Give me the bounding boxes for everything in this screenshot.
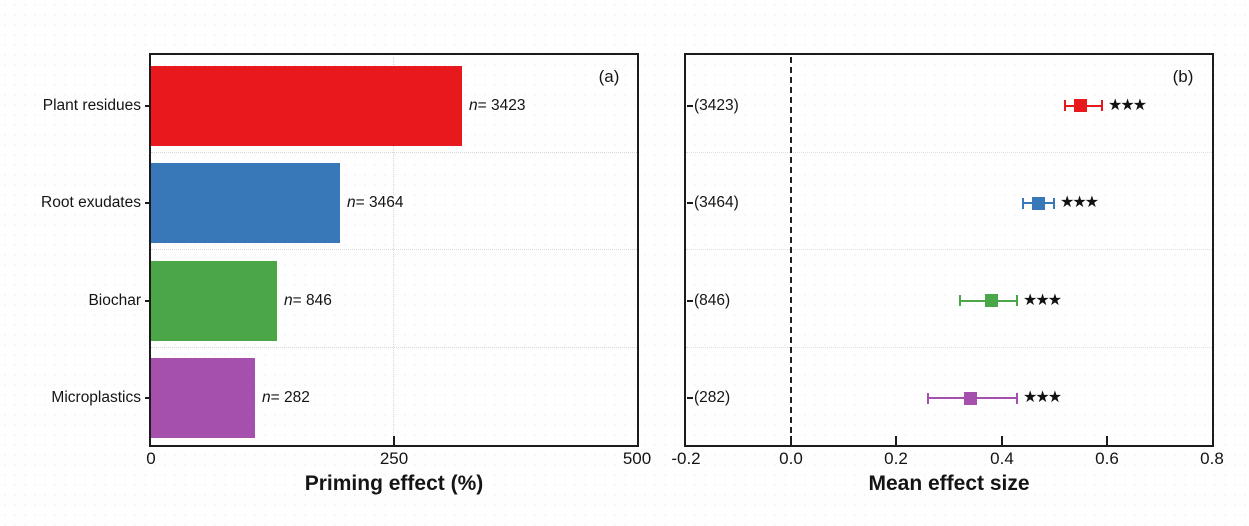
y-tick-mark bbox=[145, 105, 151, 107]
error-bar-cap-right bbox=[1053, 198, 1055, 209]
x-tick-mark bbox=[790, 436, 792, 445]
panel-a-frame bbox=[149, 53, 639, 447]
error-bar-cap-right bbox=[1016, 295, 1018, 306]
error-bar-cap-left bbox=[959, 295, 961, 306]
n-symbol: n bbox=[347, 194, 356, 211]
significance-stars: ★★★ bbox=[1108, 97, 1147, 114]
n-value: = 846 bbox=[292, 292, 332, 309]
x-tick-label: 0.0 bbox=[779, 449, 803, 468]
mean-marker bbox=[1074, 99, 1087, 112]
gridline-250 bbox=[393, 57, 394, 443]
panel-a-letter: (a) bbox=[598, 67, 620, 86]
bar-microplastics bbox=[151, 358, 255, 438]
n-count-label: n= 3423 bbox=[469, 95, 525, 117]
error-bar-cap-right bbox=[1016, 393, 1018, 404]
row-separator-line bbox=[686, 249, 1212, 250]
x-tick-mark bbox=[1106, 436, 1108, 445]
category-label: Biochar bbox=[88, 292, 141, 309]
x-tick-label: 0.6 bbox=[1095, 449, 1119, 468]
bar-root-exudates bbox=[151, 163, 340, 243]
category-label: Microplastics bbox=[51, 389, 141, 406]
x-axis-title-priming-effect: Priming effect (%) bbox=[304, 472, 484, 495]
x-tick-label: -0.2 bbox=[671, 449, 701, 468]
category-label: Root exudates bbox=[41, 194, 141, 211]
n-count-label: n= 846 bbox=[284, 290, 332, 312]
significance-stars: ★★★ bbox=[1023, 292, 1062, 309]
n-count-label: n= 282 bbox=[262, 387, 310, 409]
n-symbol: n bbox=[284, 292, 293, 309]
x-tick-label: 250 bbox=[379, 449, 409, 468]
row-separator-line bbox=[151, 249, 637, 250]
y-tick-mark bbox=[145, 300, 151, 302]
n-count-label: n= 3464 bbox=[347, 192, 403, 214]
y-tick-mark bbox=[687, 105, 693, 107]
n-value: = 3464 bbox=[355, 194, 404, 211]
error-bar-cap-left bbox=[927, 393, 929, 404]
row-n-label: (3423) bbox=[694, 97, 739, 114]
mean-marker bbox=[964, 392, 977, 405]
category-label: Plant residues bbox=[42, 97, 141, 114]
row-n-label: (282) bbox=[694, 389, 731, 406]
mean-marker bbox=[1032, 197, 1045, 210]
row-n-label: (3464) bbox=[694, 194, 739, 211]
panel-b-frame bbox=[684, 53, 1214, 447]
row-separator-line bbox=[686, 347, 1212, 348]
y-tick-mark bbox=[687, 202, 693, 204]
x-tick-label: 500 bbox=[622, 449, 652, 468]
row-separator-line bbox=[686, 152, 1212, 153]
y-tick-mark bbox=[687, 397, 693, 399]
x-tick-label: 0.8 bbox=[1200, 449, 1224, 468]
row-separator-line bbox=[151, 152, 637, 153]
x-tick-label: 0 bbox=[146, 449, 156, 468]
x-axis-title-mean-effect-size: Mean effect size bbox=[868, 472, 1030, 495]
zero-dashed-line bbox=[790, 57, 792, 443]
significance-stars: ★★★ bbox=[1060, 194, 1099, 211]
mean-marker bbox=[985, 294, 998, 307]
y-tick-mark bbox=[145, 397, 151, 399]
n-value: = 3423 bbox=[477, 97, 526, 114]
n-symbol: n bbox=[262, 389, 271, 406]
n-symbol: n bbox=[469, 97, 478, 114]
row-n-label: (846) bbox=[694, 292, 731, 309]
significance-stars: ★★★ bbox=[1023, 389, 1062, 406]
error-bar-cap-right bbox=[1101, 100, 1103, 111]
y-tick-mark bbox=[145, 202, 151, 204]
y-tick-mark bbox=[687, 300, 693, 302]
x-tick-mark bbox=[393, 436, 395, 445]
error-bar-cap-left bbox=[1064, 100, 1066, 111]
x-tick-label: 0.2 bbox=[884, 449, 908, 468]
row-separator-line bbox=[151, 347, 637, 348]
panel-b-letter: (b) bbox=[1172, 67, 1194, 86]
error-bar-cap-left bbox=[1022, 198, 1024, 209]
bar-plant-residues bbox=[151, 66, 462, 146]
x-tick-mark bbox=[1001, 436, 1003, 445]
x-tick-label: 0.4 bbox=[990, 449, 1014, 468]
bar-biochar bbox=[151, 261, 277, 341]
x-tick-mark bbox=[895, 436, 897, 445]
n-value: = 282 bbox=[270, 389, 310, 406]
